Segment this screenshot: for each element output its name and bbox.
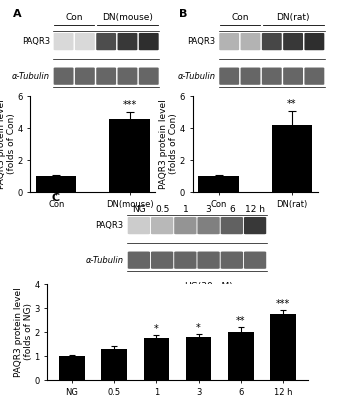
FancyBboxPatch shape	[151, 252, 173, 269]
Text: A: A	[13, 9, 22, 19]
Text: α-Tubulin: α-Tubulin	[178, 72, 216, 81]
Bar	[59, 356, 84, 380]
Text: ***: ***	[276, 299, 290, 309]
Y-axis label: PAQR3 protein level
(folds of Con): PAQR3 protein level (folds of Con)	[159, 99, 178, 189]
FancyBboxPatch shape	[139, 68, 159, 85]
Bar	[272, 125, 312, 192]
Text: **: **	[287, 99, 297, 109]
Y-axis label: PAQR3 protein level
(folds of Con): PAQR3 protein level (folds of Con)	[0, 99, 16, 189]
Text: Con: Con	[66, 13, 83, 22]
Text: 1: 1	[183, 205, 188, 214]
Bar	[186, 337, 211, 380]
FancyBboxPatch shape	[151, 217, 173, 234]
Text: 0.5: 0.5	[155, 205, 169, 214]
FancyBboxPatch shape	[118, 68, 137, 85]
Text: PAQR3: PAQR3	[22, 37, 50, 46]
FancyBboxPatch shape	[139, 33, 159, 50]
FancyBboxPatch shape	[244, 252, 266, 269]
FancyBboxPatch shape	[244, 217, 266, 234]
Bar	[144, 338, 169, 380]
FancyBboxPatch shape	[128, 217, 150, 234]
FancyBboxPatch shape	[221, 217, 243, 234]
FancyBboxPatch shape	[305, 33, 324, 50]
FancyBboxPatch shape	[197, 252, 220, 269]
Text: B: B	[179, 9, 187, 19]
FancyBboxPatch shape	[96, 33, 116, 50]
FancyBboxPatch shape	[241, 33, 260, 50]
FancyBboxPatch shape	[75, 68, 95, 85]
FancyBboxPatch shape	[241, 68, 260, 85]
Text: C: C	[51, 193, 59, 203]
Text: Con: Con	[231, 13, 248, 22]
FancyBboxPatch shape	[219, 68, 239, 85]
FancyBboxPatch shape	[118, 33, 137, 50]
Y-axis label: PAQR3 protein level
(folds of NG): PAQR3 protein level (folds of NG)	[14, 287, 33, 377]
FancyBboxPatch shape	[174, 217, 196, 234]
Text: 12 h: 12 h	[245, 205, 265, 214]
FancyBboxPatch shape	[262, 68, 282, 85]
FancyBboxPatch shape	[305, 68, 324, 85]
FancyBboxPatch shape	[283, 33, 303, 50]
FancyBboxPatch shape	[221, 252, 243, 269]
FancyBboxPatch shape	[54, 33, 73, 50]
Bar	[270, 314, 296, 380]
Text: PAQR3: PAQR3	[188, 37, 216, 46]
Text: 6: 6	[229, 205, 235, 214]
Text: 3: 3	[206, 205, 212, 214]
Bar	[198, 176, 239, 192]
FancyBboxPatch shape	[75, 33, 95, 50]
FancyBboxPatch shape	[54, 68, 73, 85]
Text: α-Tubulin: α-Tubulin	[12, 72, 50, 81]
FancyBboxPatch shape	[197, 217, 220, 234]
Text: *: *	[196, 324, 201, 334]
Bar	[228, 332, 254, 380]
Text: DN(rat): DN(rat)	[276, 13, 310, 22]
FancyBboxPatch shape	[128, 252, 150, 269]
Text: ***: ***	[122, 100, 137, 110]
FancyBboxPatch shape	[174, 252, 196, 269]
Text: PAQR3: PAQR3	[95, 221, 124, 230]
FancyBboxPatch shape	[262, 33, 282, 50]
FancyBboxPatch shape	[219, 33, 239, 50]
Bar	[110, 119, 150, 192]
Text: NG: NG	[132, 205, 146, 214]
Text: **: **	[236, 316, 246, 326]
Text: HG(30mM): HG(30mM)	[184, 282, 233, 292]
Bar	[101, 349, 127, 380]
Text: *: *	[154, 324, 159, 334]
FancyBboxPatch shape	[283, 68, 303, 85]
Bar	[36, 176, 76, 192]
Text: DN(mouse): DN(mouse)	[102, 13, 153, 22]
Text: α-Tubulin: α-Tubulin	[86, 256, 124, 265]
FancyBboxPatch shape	[96, 68, 116, 85]
